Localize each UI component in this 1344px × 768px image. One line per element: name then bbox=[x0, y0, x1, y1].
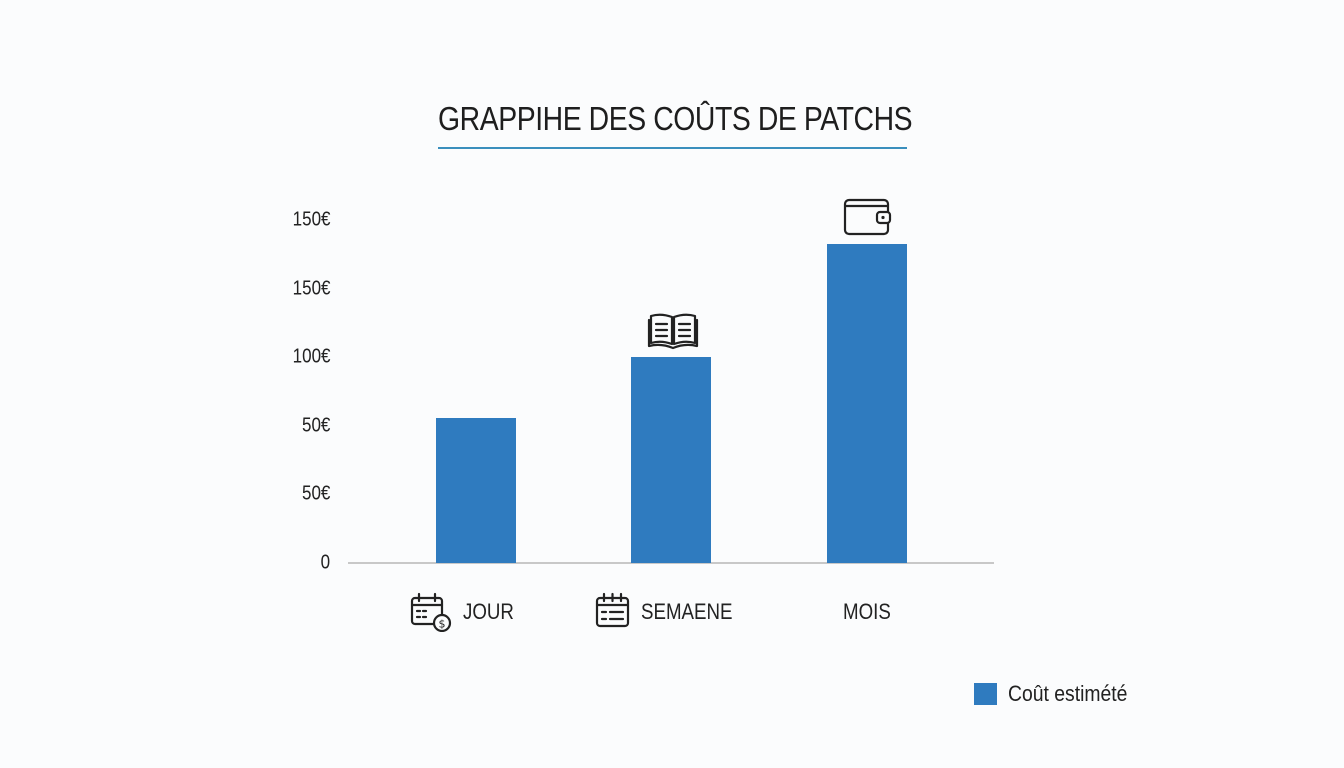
x-label-jour: $ JOUR bbox=[409, 592, 523, 632]
bar-semaine[interactable] bbox=[631, 357, 711, 563]
x-label-mois: MOIS bbox=[843, 592, 899, 632]
legend: Coût estimété bbox=[974, 681, 1144, 707]
y-tick-label: 150€ bbox=[292, 208, 330, 231]
chart-title: GRAPPIHE DES COÛTS DE PATCHS bbox=[438, 100, 913, 137]
wallet-icon bbox=[843, 198, 892, 236]
y-tick-label: 150€ bbox=[292, 277, 330, 300]
y-tick-label: 0 bbox=[320, 551, 330, 574]
x-tick-label: JOUR bbox=[463, 599, 514, 624]
calendar-icon bbox=[595, 592, 630, 628]
x-tick-label: SEMAENE bbox=[641, 599, 733, 624]
title-underline bbox=[438, 147, 907, 149]
legend-label: Coût estimété bbox=[1008, 681, 1128, 706]
y-tick-label: 50€ bbox=[301, 482, 330, 505]
x-label-semaine: SEMAENE bbox=[595, 592, 749, 632]
legend-swatch bbox=[974, 683, 997, 705]
bar-jour[interactable] bbox=[436, 418, 516, 563]
x-tick-label: MOIS bbox=[843, 599, 891, 624]
svg-text:$: $ bbox=[439, 618, 446, 631]
calendar-dollar-icon: $ bbox=[410, 592, 452, 632]
bar-mois[interactable] bbox=[827, 244, 907, 563]
x-axis-line bbox=[348, 562, 994, 564]
open-book-icon bbox=[647, 313, 699, 350]
y-tick-label: 100€ bbox=[292, 345, 330, 368]
y-tick-label: 50€ bbox=[301, 414, 330, 437]
